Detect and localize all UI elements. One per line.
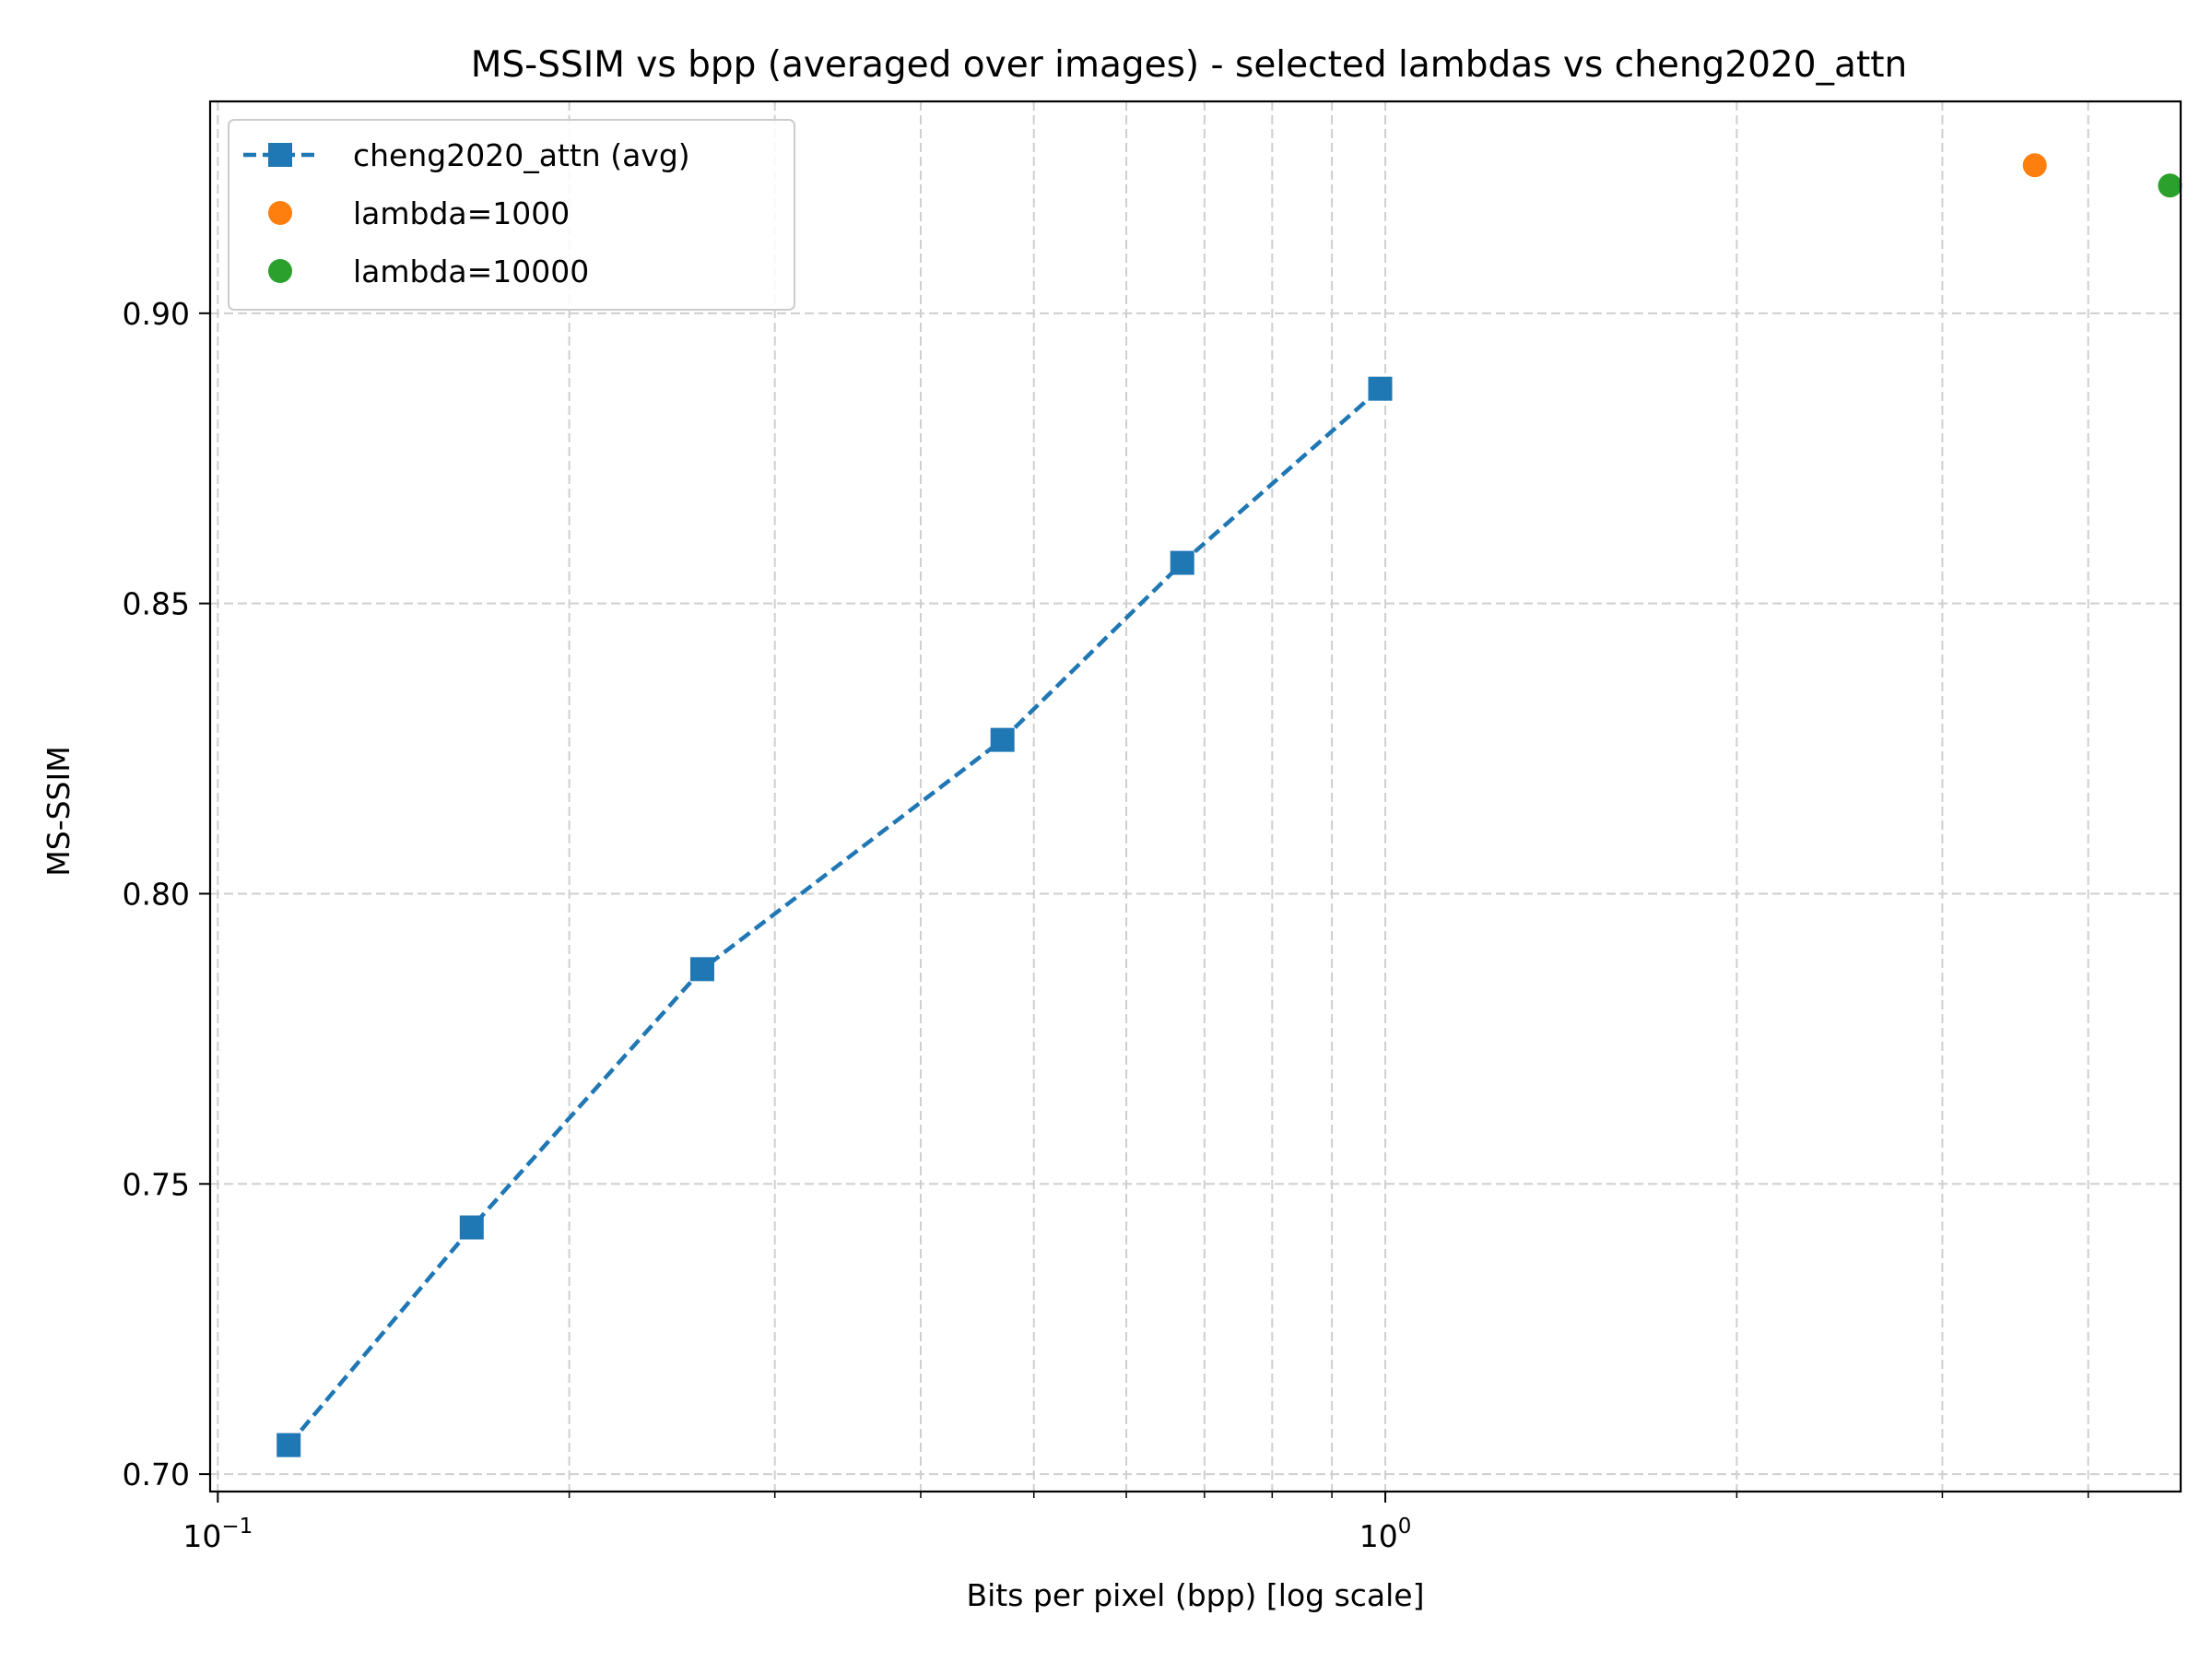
y-tick-label: 0.90 — [123, 296, 190, 332]
y-tick-label: 0.80 — [123, 876, 190, 912]
data-point-lambda-1000 — [2022, 153, 2047, 178]
legend-circle-marker — [268, 259, 292, 283]
legend-square-marker — [268, 143, 292, 167]
legend: cheng2020_attn (avg) lambda=1000 lambda=10… — [228, 119, 795, 311]
data-point-square-marker — [459, 1215, 484, 1240]
data-point-square-marker — [1170, 550, 1194, 575]
data-point-square-marker — [1368, 376, 1393, 401]
grid-layer — [210, 101, 2181, 1492]
chart-title: MS-SSIM vs bpp (averaged over images) - … — [471, 44, 1908, 86]
x-axis-label: Bits per pixel (bpp) [log scale] — [967, 1577, 1425, 1613]
y-tick-label: 0.85 — [123, 586, 190, 622]
data-point-square-marker — [689, 957, 714, 982]
data-point-lambda-10000 — [2158, 173, 2183, 198]
y-tick-label: 0.75 — [123, 1166, 190, 1202]
x-tick-label-base: 10 — [182, 1518, 221, 1554]
data-point-square-marker — [990, 727, 1015, 752]
legend-label: lambda=10000 — [353, 254, 589, 289]
y-tick-label: 0.70 — [123, 1457, 190, 1492]
x-tick-label: 100 — [1359, 1515, 1412, 1554]
x-tick-label-exponent: −1 — [221, 1515, 253, 1539]
axis-ticks-layer: 10−1 1000.700.750.800.850.90 — [123, 296, 2089, 1554]
plot-area-frame — [208, 100, 2183, 1493]
x-tick-label: 10−1 — [182, 1515, 253, 1554]
legend-label: cheng2020_attn (avg) — [353, 137, 690, 173]
data-point-square-marker — [276, 1433, 301, 1457]
legend-circle-marker — [268, 201, 292, 225]
y-axis-label: MS-SSIM — [41, 746, 76, 876]
x-tick-label-exponent: 0 — [1398, 1515, 1412, 1539]
plot-data-layer — [276, 153, 2183, 1457]
legend-label: lambda=1000 — [353, 195, 570, 231]
series-line-cheng2020-attn — [287, 386, 1382, 1447]
x-tick-label-base: 10 — [1359, 1518, 1398, 1554]
legend-box — [228, 119, 795, 311]
